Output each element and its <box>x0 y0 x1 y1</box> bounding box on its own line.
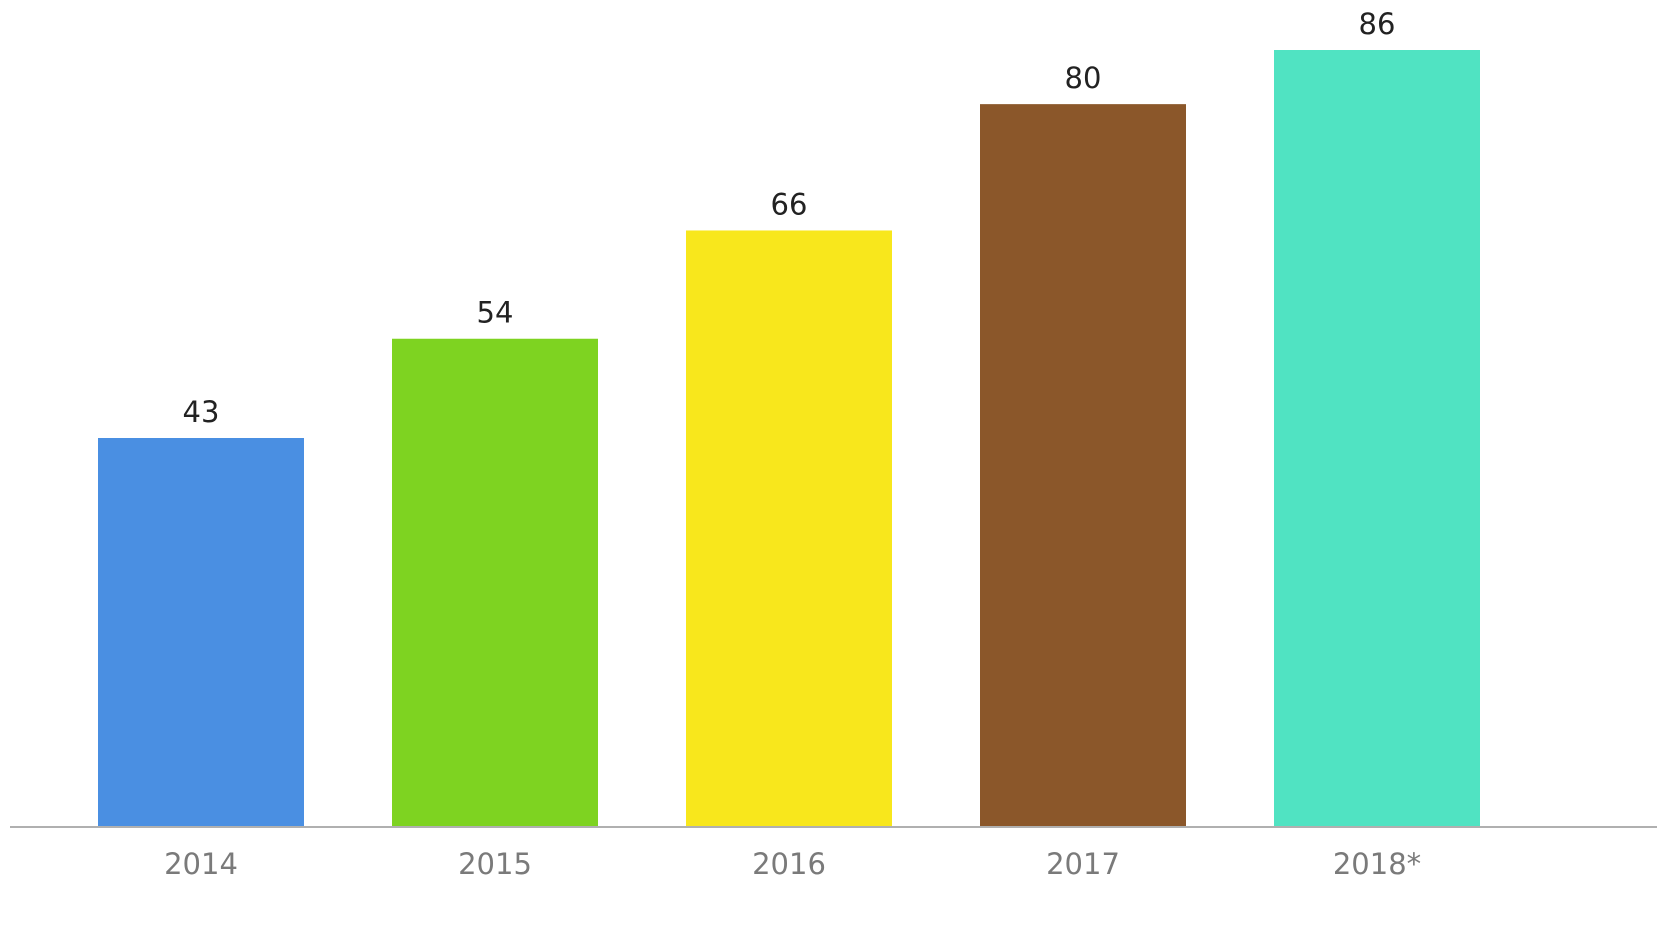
x-tick-label-2016: 2016 <box>752 847 826 881</box>
data-label-2018: 86 <box>1359 7 1396 41</box>
data-label-2015: 54 <box>477 296 514 330</box>
x-tick-label-2018: 2018* <box>1333 847 1421 881</box>
data-label-2016: 66 <box>771 187 808 221</box>
bar-2017 <box>980 104 1186 827</box>
bar-2016 <box>686 230 892 827</box>
bars-layer <box>98 50 1480 827</box>
x-tick-label-2014: 2014 <box>164 847 238 881</box>
bar-2014 <box>98 438 304 826</box>
data-label-2014: 43 <box>183 395 220 429</box>
value-labels-layer: 43 54 66 80 86 <box>183 7 1396 429</box>
x-tick-label-2017: 2017 <box>1046 847 1120 881</box>
x-tick-labels: 2014 2015 2016 2017 2018* <box>164 847 1421 881</box>
bar-2018 <box>1274 50 1480 826</box>
data-label-2017: 80 <box>1065 61 1102 95</box>
x-tick-label-2015: 2015 <box>458 847 532 881</box>
bar-2015 <box>392 338 598 826</box>
